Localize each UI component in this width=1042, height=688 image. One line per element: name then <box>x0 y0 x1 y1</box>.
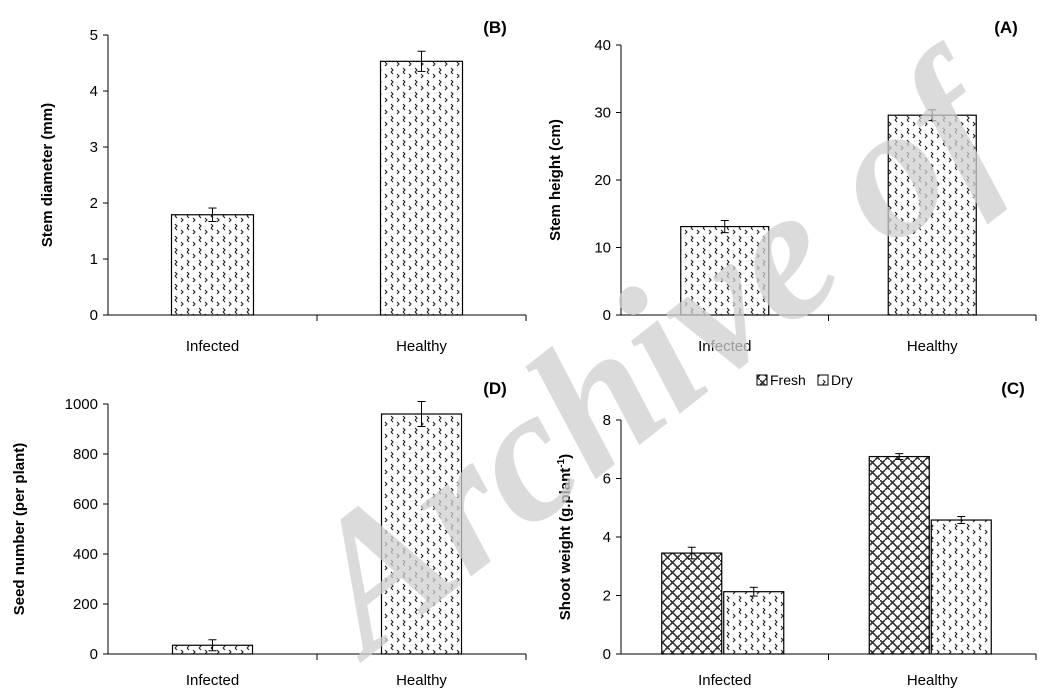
y-tick-label: 3 <box>90 139 98 156</box>
legend-swatch-dry <box>817 374 829 386</box>
y-axis-title-superscript: -1 <box>556 458 567 467</box>
bar <box>723 591 785 655</box>
y-tick-label: 0 <box>90 646 98 663</box>
y-tick-label: 0 <box>603 307 611 324</box>
chart-panel-a: 0 10 20 30 40 Infected Healthy (A) Stem height (… <box>547 18 1037 355</box>
panel-label: (C) <box>1001 379 1025 398</box>
chart-panel-b: 0 1 2 3 4 5 Infected Healthy (B) Stem diameter (m… <box>39 18 527 355</box>
panel-label: (A) <box>994 18 1018 37</box>
y-axis-title-text: Stem diameter (mm) <box>39 103 56 247</box>
y-axis-title: Stem diameter (mm) <box>39 103 56 247</box>
y-tick-label: 5 <box>90 27 98 44</box>
y-tick-label: 4 <box>90 83 98 100</box>
legend-label-dry: Dry <box>831 372 853 388</box>
x-category-label: Infected <box>698 338 751 355</box>
y-tick-label: 1 <box>90 251 98 268</box>
y-tick-label: 10 <box>594 240 611 257</box>
y-axis-title: Seed number (per plant) <box>11 443 28 616</box>
x-category-label: Healthy <box>396 338 447 355</box>
bar <box>887 114 977 316</box>
x-category-label: Infected <box>186 672 239 688</box>
bar <box>868 455 930 655</box>
y-axis-title-end: ) <box>557 454 574 459</box>
bar <box>680 225 770 316</box>
y-tick-label: 1000 <box>65 396 98 413</box>
y-tick-label: 400 <box>73 546 98 563</box>
y-tick-label: 40 <box>594 37 611 54</box>
y-tick-label: 30 <box>594 105 611 122</box>
y-tick-label: 800 <box>73 446 98 463</box>
y-axis-title-text: Stem height (cm) <box>547 119 564 241</box>
bar <box>170 214 255 316</box>
y-tick-label: 20 <box>594 172 611 189</box>
y-axis-title: Stem height (cm) <box>547 119 564 241</box>
y-tick-label: 8 <box>603 412 611 429</box>
y-tick-label: 600 <box>73 496 98 513</box>
legend: Fresh Dry <box>756 372 853 388</box>
y-tick-label: 200 <box>73 596 98 613</box>
bar <box>380 413 463 655</box>
x-category-label: Healthy <box>396 672 447 688</box>
bar <box>930 519 992 655</box>
y-tick-label: 0 <box>603 646 611 663</box>
legend-swatch-fresh <box>756 374 768 386</box>
panel-label: (D) <box>483 379 507 398</box>
chart-panel-c: 0 2 4 6 8 Infected Healthy (C) Shoot weight (g.p… <box>556 372 1037 688</box>
y-axis-title-text: Shoot weight (g.plant <box>557 468 574 620</box>
y-tick-label: 4 <box>603 529 611 546</box>
bar <box>661 552 723 655</box>
x-category-label: Healthy <box>907 338 958 355</box>
y-tick-label: 0 <box>90 307 98 324</box>
legend-label-fresh: Fresh <box>770 372 806 388</box>
panel-label: (B) <box>483 18 507 37</box>
bar <box>379 60 464 316</box>
x-category-label: Infected <box>698 672 751 688</box>
y-axis-title-text: Seed number (per plant) <box>11 443 28 616</box>
y-tick-label: 2 <box>90 195 98 212</box>
x-category-label: Healthy <box>907 672 958 688</box>
y-tick-label: 2 <box>603 588 611 605</box>
y-tick-label: 6 <box>603 471 611 488</box>
chart-panel-d: 0 200 400 600 800 1000 Infected Healthy (D) Seed … <box>11 379 527 688</box>
y-axis-title: Shoot weight (g.plant-1) <box>556 454 574 620</box>
x-category-label: Infected <box>186 338 239 355</box>
